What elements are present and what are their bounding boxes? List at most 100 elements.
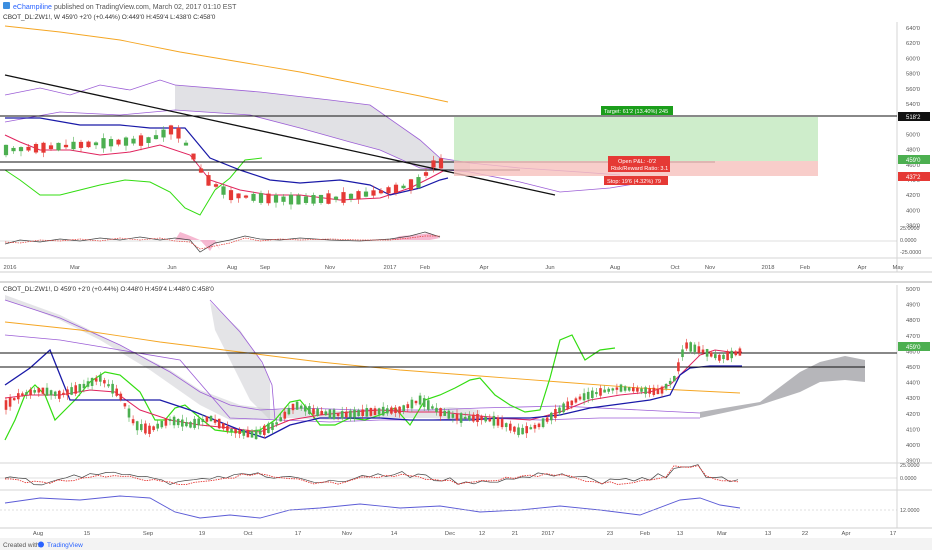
daily-time-tick: 19 bbox=[199, 531, 205, 537]
weekly-time-tick: Apr bbox=[857, 265, 866, 271]
daily-candle bbox=[127, 408, 131, 418]
daily-candle bbox=[504, 423, 508, 428]
author-avatar bbox=[3, 2, 10, 9]
daily-candle bbox=[566, 401, 569, 410]
weekly-candle bbox=[213, 184, 219, 187]
daily-candle bbox=[365, 408, 369, 417]
weekly-candle bbox=[393, 184, 399, 193]
weekly-price-axis: 640'0620'0600'0580'0560'0540'0520'0500'0… bbox=[906, 26, 920, 230]
daily-cloud-edge-b bbox=[4, 334, 700, 423]
daily-candle bbox=[726, 351, 729, 361]
weekly-price-tick: 560'0 bbox=[906, 87, 920, 93]
daily-candle bbox=[652, 387, 656, 395]
daily-candle bbox=[381, 406, 385, 416]
daily-candle bbox=[213, 419, 217, 423]
weekly-time-tick: Jun bbox=[545, 265, 554, 271]
weekly-candle bbox=[363, 191, 369, 197]
weekly-candle bbox=[401, 185, 406, 189]
header: eChampiline published on TradingView.com… bbox=[3, 2, 237, 11]
daily-candle bbox=[459, 413, 463, 423]
daily-candle bbox=[558, 407, 561, 414]
daily-candle bbox=[443, 410, 446, 416]
weekly-osc-tick: 25.0000 bbox=[900, 226, 920, 232]
daily-candle bbox=[410, 399, 414, 409]
weekly-candle bbox=[78, 141, 84, 148]
weekly-candle bbox=[191, 153, 196, 160]
daily-price-axis: 500'0 490'0 480'0 470'0 460'0 450'0 440'0 430'0… bbox=[906, 287, 920, 465]
author-name[interactable]: eChampiline bbox=[13, 4, 52, 11]
weekly-candle bbox=[258, 193, 264, 203]
weekly-pnl-box bbox=[608, 156, 670, 172]
daily-price-tick: 420'0 bbox=[906, 412, 920, 418]
daily-candle bbox=[406, 404, 410, 408]
footer-brand[interactable]: TradingView bbox=[47, 542, 83, 549]
daily-time-tick: Mar bbox=[717, 531, 727, 537]
weekly-candle bbox=[288, 194, 294, 205]
daily-candle bbox=[595, 392, 598, 395]
daily-candle bbox=[103, 380, 106, 384]
daily-candle bbox=[484, 416, 487, 422]
daily-candle bbox=[250, 431, 254, 438]
daily-time-tick: 14 bbox=[391, 531, 398, 537]
daily-time-tick: Oct bbox=[243, 531, 252, 537]
weekly-osc-line-b bbox=[4, 235, 440, 250]
daily-time-tick: 17 bbox=[295, 531, 301, 537]
weekly-time-tick: Nov bbox=[705, 265, 715, 271]
weekly-kijun-sen bbox=[5, 117, 449, 196]
daily-candle bbox=[607, 388, 610, 392]
weekly-candle bbox=[123, 137, 129, 146]
weekly-time-tick: May bbox=[893, 265, 904, 271]
daily-candle bbox=[373, 408, 377, 416]
daily-candle bbox=[398, 406, 401, 414]
weekly-candle bbox=[326, 193, 331, 204]
daily-candle bbox=[386, 408, 389, 414]
weekly-candle bbox=[228, 190, 234, 201]
daily-candle bbox=[299, 405, 303, 409]
weekly-candle bbox=[176, 127, 181, 139]
daily-cloud-edge-a bbox=[4, 299, 701, 414]
weekly-candle bbox=[251, 193, 256, 201]
weekly-rr-label: Risk/Reward Ratio: 3.1 bbox=[611, 166, 668, 172]
daily-candle bbox=[361, 409, 364, 417]
weekly-candle bbox=[161, 129, 166, 138]
daily-candle bbox=[414, 400, 418, 404]
weekly-time-tick: Aug bbox=[227, 265, 237, 271]
weekly-time-tick: Feb bbox=[800, 265, 810, 271]
weekly-candle bbox=[48, 145, 54, 150]
daily-candle bbox=[431, 406, 434, 409]
weekly-candle bbox=[266, 193, 271, 204]
weekly-candle bbox=[438, 158, 444, 169]
daily-candle bbox=[111, 383, 114, 394]
daily-candle bbox=[689, 342, 692, 352]
daily-time-tick: Feb bbox=[640, 531, 650, 537]
daily-time-tick: 21 bbox=[512, 531, 518, 537]
weekly-price-tick: 500'0 bbox=[906, 132, 920, 138]
daily-candle bbox=[394, 407, 397, 414]
daily-time-tick: Aug bbox=[33, 531, 43, 537]
daily-osc1-tick: 0.0000 bbox=[900, 476, 917, 482]
daily-candle bbox=[45, 387, 49, 396]
daily-candle bbox=[176, 418, 180, 426]
daily-candle bbox=[324, 411, 328, 416]
daily-osc2-tick: 12.0000 bbox=[900, 508, 920, 514]
weekly-candle bbox=[93, 142, 99, 146]
daily-candle bbox=[578, 396, 582, 400]
daily-time-axis: Aug 15 Sep 19 Oct 17 Nov 14 Dec 12 21 2017 23 Feb 13 Ma… bbox=[33, 531, 896, 537]
weekly-candle bbox=[108, 139, 114, 147]
daily-candle bbox=[205, 416, 209, 422]
daily-candle bbox=[94, 378, 98, 382]
weekly-target-zone[interactable] bbox=[454, 117, 818, 161]
daily-candle bbox=[455, 413, 459, 421]
daily-candle bbox=[422, 398, 426, 407]
daily-candle bbox=[345, 411, 348, 418]
weekly-candle bbox=[281, 196, 286, 202]
weekly-candle bbox=[341, 192, 346, 203]
daily-candle bbox=[230, 429, 233, 432]
daily-candle bbox=[738, 348, 742, 356]
daily-candle bbox=[623, 386, 627, 391]
daily-candle bbox=[439, 408, 442, 417]
daily-candle bbox=[82, 383, 86, 389]
daily-candle bbox=[709, 352, 713, 357]
weekly-candle bbox=[146, 137, 151, 143]
